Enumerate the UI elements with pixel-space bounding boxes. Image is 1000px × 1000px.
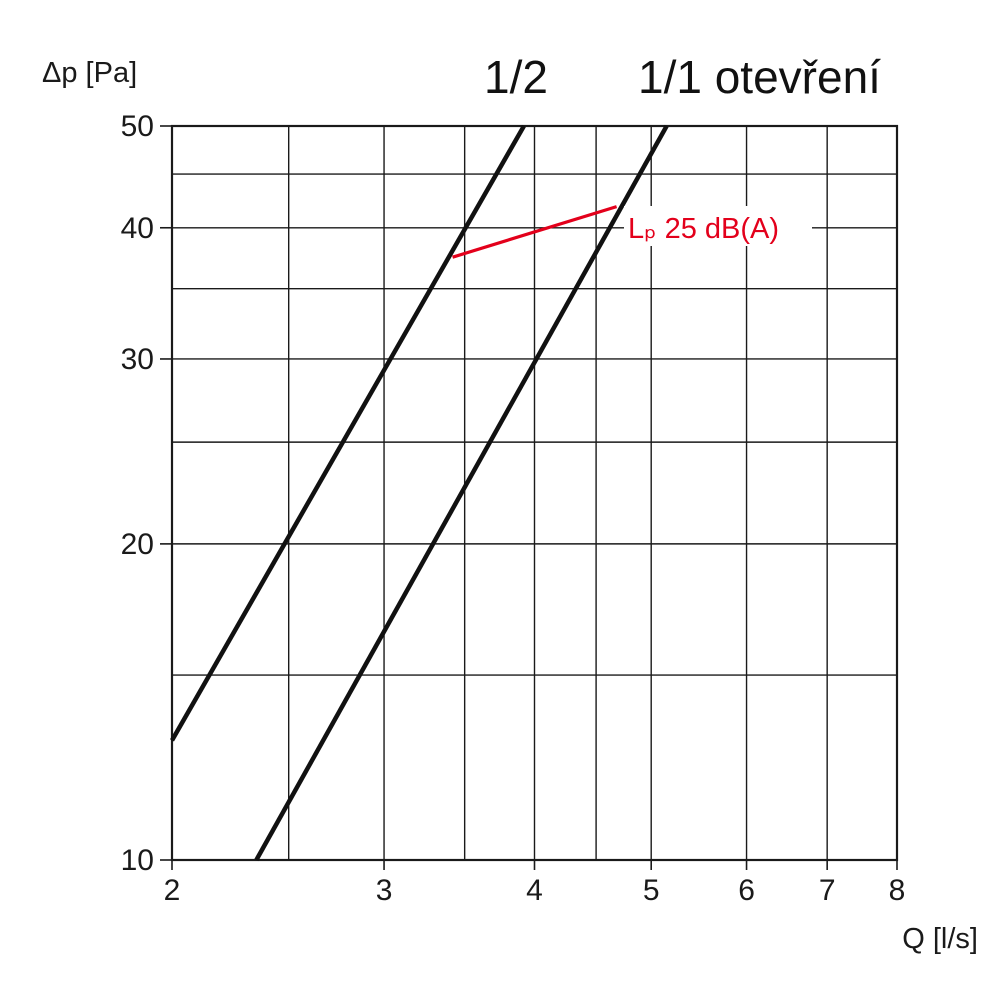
x-tick-label: 5 (643, 874, 660, 907)
x-tick-label: 4 (526, 874, 543, 907)
series-lines (170, 124, 669, 862)
x-axis-label: Q [l/s] (902, 923, 978, 955)
y-axis-label: Δp [Pa] (42, 57, 137, 89)
x-tick-label: 6 (738, 874, 755, 907)
x-tick-label: 8 (889, 874, 906, 907)
y-axis-ticks: 10 20 30 40 50 (121, 110, 172, 877)
y-tick-label: 50 (121, 110, 154, 143)
y-tick-label: 30 (121, 343, 154, 376)
x-axis-ticks: 2 3 4 5 6 7 8 (164, 860, 906, 907)
series-line-full-open (254, 124, 669, 862)
x-tick-label: 2 (164, 874, 181, 907)
y-tick-label: 10 (121, 844, 154, 877)
annotation-line (452, 205, 618, 259)
x-tick-label: 3 (376, 874, 393, 907)
series-line-half-open (170, 124, 526, 742)
annotation-layer (452, 205, 618, 259)
annotation-label-background (624, 206, 812, 246)
y-tick-label: 20 (121, 528, 154, 561)
series-label-full-open: 1/1 otevření (638, 51, 881, 103)
series-label-half-open: 1/2 (484, 51, 548, 103)
annotation-label: Lₚ 25 dB(A) (628, 213, 779, 245)
y-tick-label: 40 (121, 212, 154, 245)
x-tick-label: 7 (819, 874, 836, 907)
